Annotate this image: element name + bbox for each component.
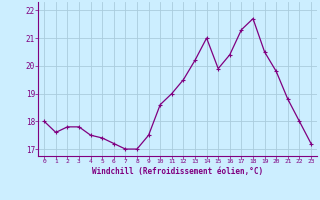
X-axis label: Windchill (Refroidissement éolien,°C): Windchill (Refroidissement éolien,°C) (92, 167, 263, 176)
